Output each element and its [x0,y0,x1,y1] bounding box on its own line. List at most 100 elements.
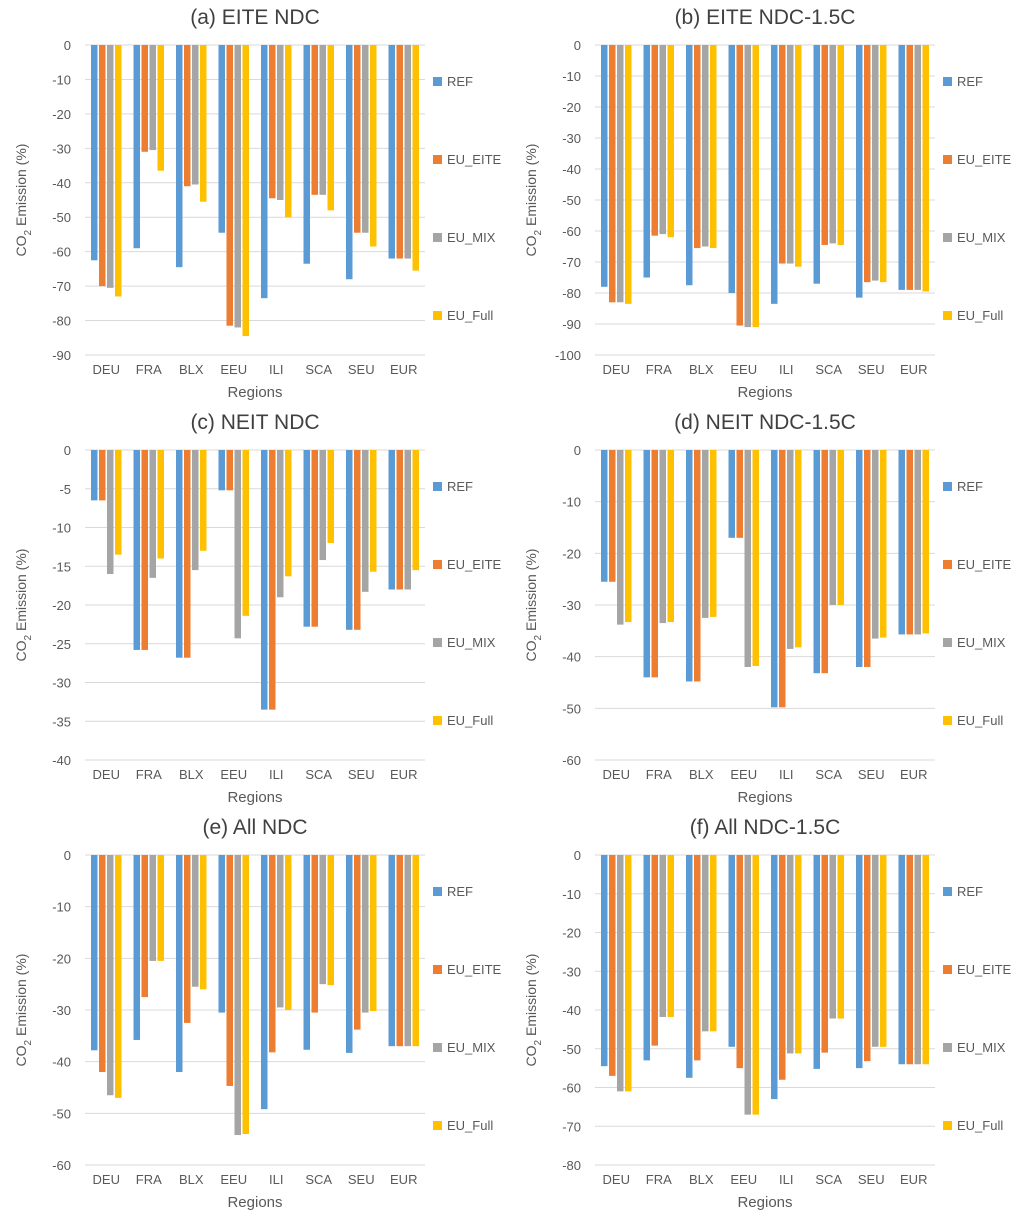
bar [702,855,709,1032]
bar [157,450,164,559]
legend-label: EU_Full [957,713,1003,728]
bar [277,855,284,1008]
bar [829,855,836,1019]
bar [269,855,276,1053]
bar [311,45,318,195]
bar [821,45,828,245]
bar [141,855,148,998]
bar [736,450,743,538]
bar [354,855,361,1030]
legend-label: EU_Full [447,308,493,323]
bar [388,855,395,1047]
bar [285,855,292,1010]
bar [686,855,693,1078]
bar [659,855,666,1017]
y-tick-label: -10 [562,69,581,84]
bar [184,45,191,187]
bar [914,855,921,1065]
bar [609,45,616,303]
legend-label: EU_Full [447,713,493,728]
bar [285,45,292,218]
bar [880,45,887,283]
legend-swatch [433,482,442,491]
x-tick-label: EUR [390,362,417,377]
y-axis-label: CO2 Emission (%) [523,549,544,662]
bar [856,450,863,667]
y-tick-label: 0 [64,443,71,458]
y-tick-label: -60 [52,1158,71,1173]
x-tick-label: BLX [689,1172,714,1187]
legend-label: REF [957,884,983,899]
y-tick-label: -25 [52,637,71,652]
x-axis-label: Regions [227,1194,282,1211]
chart-panel: (d) NEIT NDC-1.5C 0 -10 -20 -30 -40 -50 -60 CO2 … [523,411,1012,806]
bar [319,45,326,195]
bar [346,45,353,280]
x-axis-label: Regions [737,1194,792,1211]
bar [285,450,292,577]
bar [651,450,658,678]
legend-label: EU_EITE [447,557,502,572]
y-axis-label-subscript: 2 [23,634,34,640]
x-tick-label: DEU [603,767,630,782]
x-tick-label: DEU [603,362,630,377]
y-tick-label: -40 [52,1055,71,1070]
legend-swatch [943,311,952,320]
legend-label: EU_MIX [447,230,496,245]
y-axis-label-subscript: 2 [533,229,544,235]
y-tick-label: 0 [64,848,71,863]
bar [141,45,148,152]
bar [651,45,658,236]
y-tick-label: -15 [52,559,71,574]
bar [728,450,735,538]
legend-label: EU_EITE [957,557,1012,572]
chart-title: (d) NEIT NDC-1.5C [674,411,856,434]
bar [795,450,802,648]
y-tick-label: -50 [562,193,581,208]
y-axis-label-part: Emission (%) [13,954,29,1040]
legend-swatch [943,233,952,242]
bar [311,450,318,627]
bar [269,450,276,710]
legend-label: REF [447,884,473,899]
y-tick-label: -40 [562,162,581,177]
y-tick-label: -70 [562,1119,581,1134]
bar [787,450,794,649]
chart-panel: (a) EITE NDC 0 -10 -20 -30 -40 -50 -60 -70 -80 -90… [13,6,502,401]
x-tick-label: EEU [220,767,247,782]
bar [99,45,106,287]
bar [795,855,802,1054]
y-axis-label-part: CO [523,235,539,256]
bar [261,855,268,1110]
bar [829,45,836,244]
bar [710,450,717,617]
bar [914,45,921,290]
x-tick-label: BLX [179,767,204,782]
x-tick-label: EEU [220,362,247,377]
y-tick-label: -20 [52,107,71,122]
bar [176,45,183,268]
bar [906,855,913,1065]
x-axis-label: Regions [737,384,792,401]
y-axis-label-part: Emission (%) [523,549,539,635]
x-tick-label: SEU [858,362,885,377]
bar [242,450,249,616]
legend-swatch [943,887,952,896]
bar [141,450,148,650]
x-tick-label: EUR [900,362,927,377]
bar [327,855,334,986]
bar [176,450,183,658]
x-tick-label: DEU [93,1172,120,1187]
bar [694,855,701,1061]
x-tick-label: DEU [93,362,120,377]
y-tick-label: 0 [574,443,581,458]
bar [625,450,632,623]
x-tick-label: ILI [779,1172,793,1187]
bar [617,855,624,1092]
bar [261,450,268,710]
legend-swatch [943,716,952,725]
bar [303,855,310,1050]
bar [149,450,156,578]
bar [99,450,106,501]
bar [346,450,353,630]
